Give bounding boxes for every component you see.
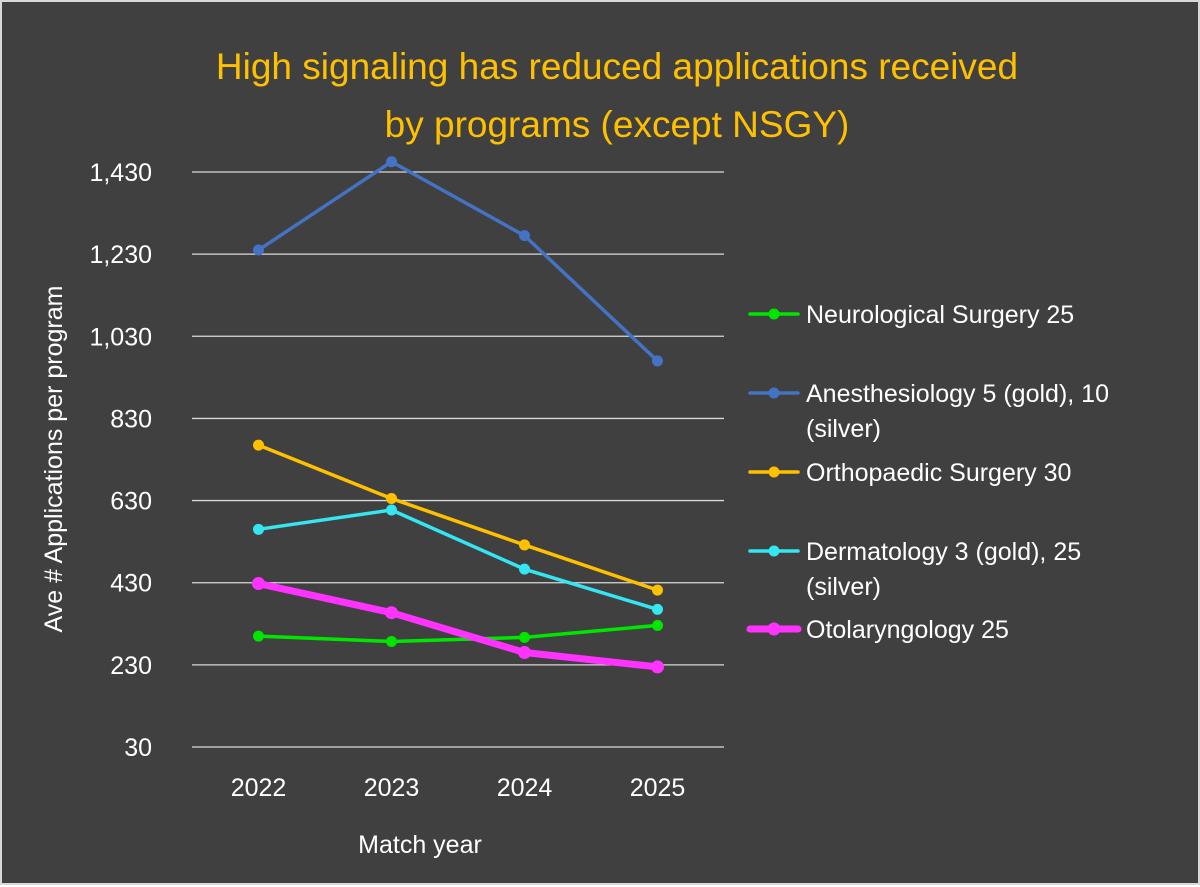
legend-swatch-marker [767, 622, 781, 636]
y-tick-label: 1,030 [89, 323, 152, 351]
data-point [386, 156, 397, 168]
data-point [652, 584, 663, 596]
chart-title: High signaling has reduced applications … [216, 46, 1018, 145]
legend-label: Dermatology 3 (gold), 25 [806, 538, 1081, 566]
series-3 [253, 504, 663, 615]
legend-label: Otolaryngology 25 [806, 616, 1009, 644]
x-tick-label: 2022 [231, 774, 287, 802]
legend-label: Orthopaedic Surgery 30 [806, 459, 1071, 487]
y-tick-label: 230 [110, 652, 152, 680]
data-point [519, 230, 530, 242]
series-line [256, 623, 660, 644]
gridlines [192, 171, 724, 748]
series-1 [253, 156, 663, 367]
legend: Neurological Surgery 25 Anesthesiology 5 … [746, 301, 1109, 644]
data-point [519, 563, 530, 575]
x-tick-label: 2023 [364, 774, 420, 802]
x-axis-ticks: 2022 2023 2024 2025 [231, 774, 686, 802]
data-point [253, 244, 264, 256]
x-tick-label: 2024 [497, 774, 553, 802]
legend-entry: Neurological Surgery 25 [748, 301, 1074, 329]
data-point [518, 646, 531, 660]
legend-entry: Orthopaedic Surgery 30 [748, 459, 1071, 487]
legend-entry: Anesthesiology 5 (gold), 10 (silver) [748, 380, 1109, 443]
series-2 [253, 439, 663, 596]
y-tick-label: 30 [124, 734, 152, 762]
series-4 [252, 577, 664, 674]
legend-label: Neurological Surgery 25 [806, 301, 1074, 329]
data-point [651, 660, 664, 674]
data-point [253, 523, 264, 535]
chart-title-line-1: High signaling has reduced applications … [216, 46, 1018, 87]
y-tick-label: 430 [110, 570, 152, 598]
legend-label: (silver) [806, 415, 881, 443]
x-axis-label: Match year [358, 831, 482, 859]
data-point [386, 504, 397, 516]
data-point [519, 539, 530, 551]
y-tick-label: 830 [110, 405, 152, 433]
series-line [256, 508, 660, 612]
series-line [256, 443, 660, 592]
data-point [253, 630, 264, 642]
y-tick-label: 630 [110, 488, 152, 516]
chart-title-line-2: by programs (except NSGY) [385, 104, 850, 145]
y-tick-label: 1,430 [89, 159, 152, 187]
data-point [519, 631, 530, 643]
legend-swatch-marker [768, 545, 780, 557]
data-point [385, 606, 398, 620]
legend-swatch-marker [768, 308, 780, 320]
data-point [652, 355, 663, 367]
data-point [253, 439, 264, 451]
data-point [252, 577, 265, 591]
legend-label: Anesthesiology 5 (gold), 10 [806, 380, 1109, 408]
data-point [652, 603, 663, 615]
y-axis-ticks: 30 230 430 630 830 1,030 1,230 1,430 [89, 159, 152, 762]
series-lines [252, 156, 664, 674]
y-axis-label: Ave # Applications per program [40, 286, 68, 633]
series-0 [253, 619, 663, 647]
series-line [255, 580, 661, 671]
legend-swatch-marker [768, 387, 780, 399]
x-tick-label: 2025 [630, 774, 686, 802]
data-point [386, 635, 397, 647]
data-point [386, 493, 397, 505]
legend-swatch-marker [768, 466, 780, 478]
legend-label: (silver) [806, 573, 881, 601]
y-tick-label: 1,230 [89, 241, 152, 269]
legend-entry: Otolaryngology 25 [746, 616, 1009, 644]
series-line [256, 159, 660, 363]
legend-entry: Dermatology 3 (gold), 25 (silver) [748, 538, 1081, 601]
data-point [652, 619, 663, 631]
